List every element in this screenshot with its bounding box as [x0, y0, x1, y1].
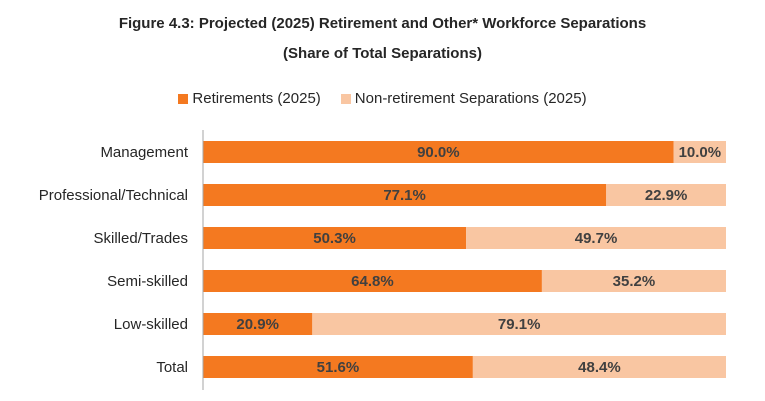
category-label-total: Total — [156, 359, 188, 376]
bar-retirements-low-skilled — [203, 313, 313, 335]
legend-label-non-retirement: Non-retirement Separations (2025) — [354, 90, 587, 107]
data-label-non-retirement-management: 10.0% — [679, 144, 722, 161]
data-label-non-retirement-semi-skilled: 35.2% — [613, 273, 656, 290]
legend-swatch-retirements — [178, 93, 189, 104]
bar-retirements-total — [203, 356, 473, 378]
bar-retirements-skilled-trades — [203, 227, 467, 249]
category-label-professional-technical: Professional/Technical — [39, 187, 188, 204]
bar-retirements-semi-skilled — [203, 270, 542, 292]
bar-non-retirement-professional-technical — [606, 184, 726, 206]
bar-non-retirement-skilled-trades — [466, 227, 726, 249]
chart-subtitle: (Share of Total Separations) — [283, 45, 482, 62]
data-label-retirements-management: 90.0% — [417, 144, 460, 161]
data-label-retirements-semi-skilled: 64.8% — [351, 273, 394, 290]
data-label-retirements-professional-technical: 77.1% — [383, 187, 426, 204]
data-label-retirements-skilled-trades: 50.3% — [313, 230, 356, 247]
legend-item-retirements: Retirements (2025) — [178, 90, 321, 107]
legend-swatch-non-retirement — [340, 93, 351, 104]
category-label-management: Management — [100, 144, 188, 161]
data-label-retirements-low-skilled: 20.9% — [236, 316, 279, 333]
bar-non-retirement-management — [673, 141, 726, 163]
category-label-low-skilled: Low-skilled — [114, 316, 188, 333]
bar-non-retirement-semi-skilled — [541, 270, 726, 292]
legend-label-retirements: Retirements (2025) — [192, 90, 321, 107]
legend-item-non-retirement: Non-retirement Separations (2025) — [340, 90, 587, 107]
bar-non-retirement-low-skilled — [312, 313, 726, 335]
bar-retirements-professional-technical — [203, 184, 607, 206]
bar-retirements-management — [203, 141, 674, 163]
category-label-skilled-trades: Skilled/Trades — [94, 230, 188, 247]
data-label-non-retirement-professional-technical: 22.9% — [645, 187, 688, 204]
data-label-non-retirement-skilled-trades: 49.7% — [575, 230, 618, 247]
chart-title: Figure 4.3: Projected (2025) Retirement … — [118, 15, 647, 32]
data-label-non-retirement-low-skilled: 79.1% — [498, 316, 541, 333]
data-label-non-retirement-total: 48.4% — [578, 359, 621, 376]
chart-legend: Retirements (2025) Non-retirement Separa… — [0, 90, 765, 107]
bar-non-retirement-total — [472, 356, 726, 378]
data-label-retirements-total: 51.6% — [317, 359, 360, 376]
category-label-semi-skilled: Semi-skilled — [107, 273, 188, 290]
